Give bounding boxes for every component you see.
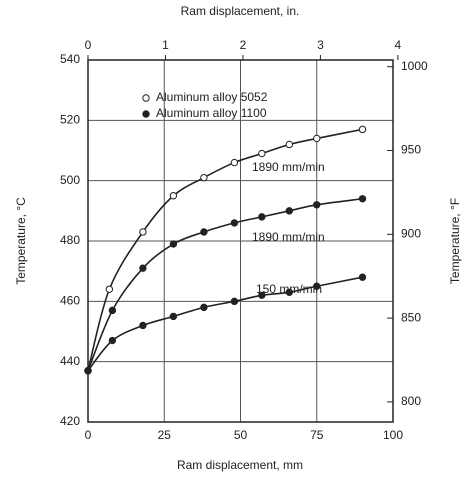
point	[200, 303, 208, 312]
point	[200, 228, 208, 236]
point	[169, 192, 178, 200]
y-tick-label: 440	[60, 354, 80, 368]
point	[230, 158, 239, 167]
legend-label: Aluminum alloy 5052	[156, 90, 268, 104]
x-tick-label: 75	[310, 428, 324, 442]
curve-label: 150 mm/min	[256, 282, 322, 296]
x-tick-label: 100	[383, 428, 403, 442]
legend-marker	[142, 94, 150, 102]
point	[139, 228, 147, 236]
y-tick-label: 500	[60, 173, 80, 187]
point	[84, 367, 92, 375]
point	[169, 312, 178, 321]
y-tick-label: 460	[60, 294, 80, 308]
y2-tick-label: 950	[401, 143, 421, 157]
point	[105, 285, 114, 293]
curve	[87, 197, 363, 372]
x-tick-label: 0	[85, 428, 92, 442]
x-axis-label: Ram displacement, mm	[177, 458, 303, 472]
x2-axis-label: Ram displacement, in.	[181, 4, 300, 18]
point	[285, 140, 293, 149]
y2-tick-label: 1000	[401, 59, 428, 73]
x2-tick-label: 2	[240, 38, 247, 52]
point	[258, 213, 266, 221]
y-tick-label: 480	[60, 233, 80, 247]
point	[139, 264, 147, 272]
plot-frame	[87, 59, 394, 423]
point	[313, 134, 321, 143]
y2-tick-label: 900	[401, 226, 421, 240]
y-tick-label: 520	[60, 113, 80, 127]
point	[358, 195, 367, 203]
x2-tick-label: 4	[395, 38, 402, 52]
point	[200, 173, 208, 182]
point	[230, 297, 239, 306]
point	[139, 321, 147, 330]
point	[358, 273, 367, 281]
point	[169, 240, 178, 248]
point	[108, 306, 117, 315]
point	[285, 207, 293, 215]
x2-tick-label: 0	[85, 38, 92, 52]
curve-label: 1890 mm/min	[252, 230, 325, 244]
point	[258, 291, 266, 299]
y2-tick-label: 850	[401, 310, 421, 324]
point	[313, 282, 321, 290]
x-tick-label: 50	[234, 428, 248, 442]
curve	[87, 276, 363, 372]
legend-label: Aluminum alloy 1100	[156, 106, 267, 120]
point	[358, 125, 367, 134]
y2-axis-label: Temperature, °F	[448, 198, 462, 284]
y2-tick-label: 800	[401, 394, 421, 408]
curve-label: 1890 mm/min	[252, 160, 325, 174]
point	[230, 219, 239, 227]
x2-tick-label: 1	[162, 38, 169, 52]
point	[258, 149, 266, 158]
point	[108, 336, 117, 345]
curve	[87, 128, 363, 371]
legend-marker	[142, 110, 150, 118]
point	[313, 201, 321, 209]
x2-tick-label: 3	[317, 38, 324, 52]
x-tick-label: 25	[158, 428, 172, 442]
point	[285, 288, 293, 296]
y-axis-label: Temperature, °C	[14, 197, 28, 285]
y-tick-label: 420	[60, 414, 80, 428]
y-tick-label: 540	[60, 52, 80, 66]
